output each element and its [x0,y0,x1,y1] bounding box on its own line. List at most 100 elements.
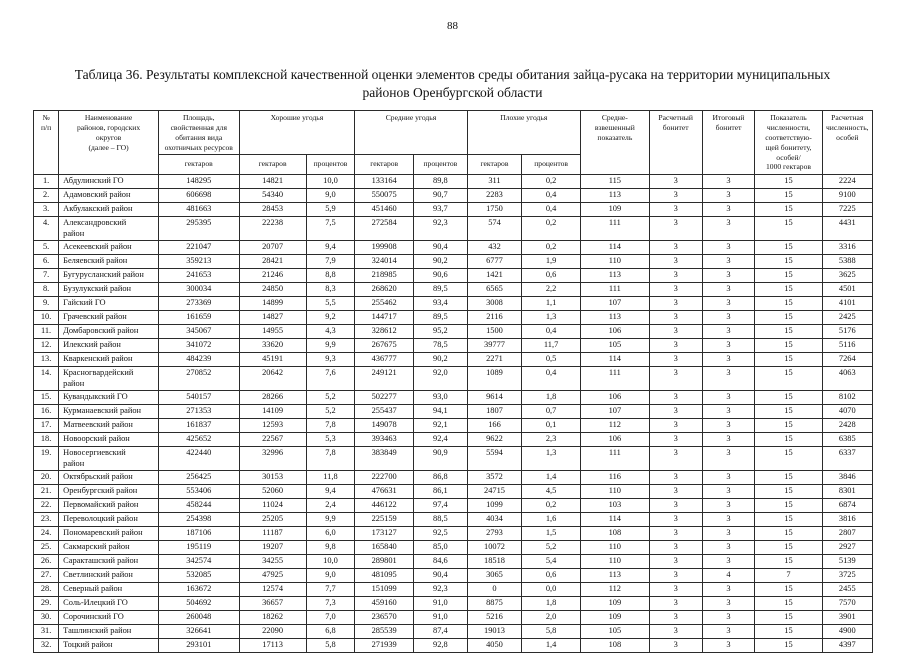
weighted-average-indicator: 106 [579,432,650,448]
habitat-area-hectares: 195119 [158,540,240,556]
table-row: 25. Сакмарский район 195119 19207 9,8 165840 8… [32,540,874,556]
row-number: 18. [32,432,60,448]
row-number: 4. [32,216,60,242]
medium-lands-hectares: 222700 [354,470,415,486]
medium-lands-hectares: 144717 [354,310,415,326]
row-number: 5. [32,240,60,256]
bad-lands-percent: 1,4 [521,470,581,486]
calculated-abundance: 7264 [821,352,874,368]
abundance-indicator: 15 [754,324,823,340]
abundance-indicator: 15 [754,188,823,204]
good-lands-percent: 9,0 [305,188,356,204]
habitat-area-hectares: 293101 [158,638,240,653]
good-lands-percent: 5,8 [305,638,356,653]
medium-lands-percent: 89,8 [413,174,468,190]
bad-lands-hectares: 1089 [466,366,523,392]
bad-lands-percent: 0,1 [521,418,581,434]
row-number: 15. [32,390,60,406]
bad-lands-hectares: 3572 [466,470,523,486]
table-row: 28. Северный район 163672 12574 7,7 151099 92,… [32,582,874,598]
district-name: Илекский район [58,338,159,354]
calculated-bonitet: 3 [648,338,703,354]
row-number: 16. [32,404,60,420]
header-medium-lands: Средние угодья [354,110,468,156]
good-lands-percent: 9,4 [305,240,356,256]
row-number: 6. [32,254,60,270]
district-name: Абдулинский ГО [58,174,159,190]
bad-lands-hectares: 2283 [466,188,523,204]
bad-lands-percent: 1,9 [521,254,581,270]
medium-lands-hectares: 268620 [354,282,415,298]
abundance-indicator: 15 [754,582,823,598]
habitat-area-hectares: 458244 [158,498,240,514]
district-name: Соль-Илецкий ГО [58,596,159,612]
final-bonitet: 3 [701,526,756,542]
habitat-area-hectares: 341072 [158,338,240,354]
weighted-average-indicator: 110 [579,484,650,500]
good-lands-hectares: 12574 [238,582,307,598]
calculated-abundance: 3725 [821,568,874,584]
calculated-bonitet: 3 [648,418,703,434]
final-bonitet: 3 [701,188,756,204]
calculated-abundance: 5388 [821,254,874,270]
good-lands-hectares: 45191 [238,352,307,368]
abundance-indicator: 15 [754,404,823,420]
header-final-bonitet: Итоговый бонитет [701,110,756,176]
medium-lands-percent: 90,2 [413,254,468,270]
good-lands-percent: 7,9 [305,254,356,270]
final-bonitet: 3 [701,582,756,598]
abundance-indicator: 15 [754,432,823,448]
table-row: 22. Первомайский район 458244 11024 2,4 44612… [32,498,874,514]
table-row: 32. Тоцкий район 293101 17113 5,8 271939 92,8 4… [32,638,874,653]
page-number: 88 [447,20,458,32]
calculated-abundance: 8102 [821,390,874,406]
good-lands-percent: 9,4 [305,484,356,500]
district-name: Курманаевский район [58,404,159,420]
row-number: 10. [32,310,60,326]
table-row: 23. Переволоцкий район 254398 25205 9,9 22515… [32,512,874,528]
medium-lands-percent: 90,7 [413,188,468,204]
medium-lands-percent: 85,0 [413,540,468,556]
bad-lands-percent: 0,7 [521,404,581,420]
calculated-bonitet: 3 [648,512,703,528]
good-lands-hectares: 54340 [238,188,307,204]
table-row: 17. Матвеевский район 161837 12593 7,8 149078… [32,418,874,434]
final-bonitet: 3 [701,310,756,326]
good-lands-hectares: 11024 [238,498,307,514]
medium-lands-percent: 86,8 [413,470,468,486]
table-row: 3. Акбулакский район 481663 28453 5,9 451460 9… [32,202,874,218]
habitat-area-hectares: 254398 [158,512,240,528]
row-number: 21. [32,484,60,500]
calculated-abundance: 9100 [821,188,874,204]
calculated-bonitet: 3 [648,446,703,472]
calculated-abundance: 2224 [821,174,874,190]
bad-lands-hectares: 4050 [466,638,523,653]
final-bonitet: 3 [701,324,756,340]
final-bonitet: 3 [701,174,756,190]
calculated-abundance: 5116 [821,338,874,354]
weighted-average-indicator: 109 [579,596,650,612]
row-number: 11. [32,324,60,340]
good-lands-hectares: 20707 [238,240,307,256]
row-number: 9. [32,296,60,312]
bad-lands-percent: 0,4 [521,324,581,340]
bad-lands-hectares: 6777 [466,254,523,270]
calculated-abundance: 5176 [821,324,874,340]
medium-lands-percent: 92,1 [413,418,468,434]
row-number: 7. [32,268,60,284]
final-bonitet: 3 [701,446,756,472]
bad-lands-percent: 5,4 [521,554,581,570]
bad-lands-percent: 0,2 [521,498,581,514]
good-lands-hectares: 30153 [238,470,307,486]
bad-lands-percent: 2,3 [521,432,581,448]
weighted-average-indicator: 113 [579,310,650,326]
abundance-indicator: 15 [754,526,823,542]
header-calculated-bonitet: Расчетный бонитет [648,110,703,176]
district-name: Красногвардейский район [58,366,159,392]
bad-lands-hectares: 3065 [466,568,523,584]
district-name: Первомайский район [58,498,159,514]
bad-lands-hectares: 1500 [466,324,523,340]
calculated-bonitet: 3 [648,216,703,242]
final-bonitet: 3 [701,638,756,653]
table-row: 16. Курманаевский район 271353 14109 5,2 2554… [32,404,874,420]
